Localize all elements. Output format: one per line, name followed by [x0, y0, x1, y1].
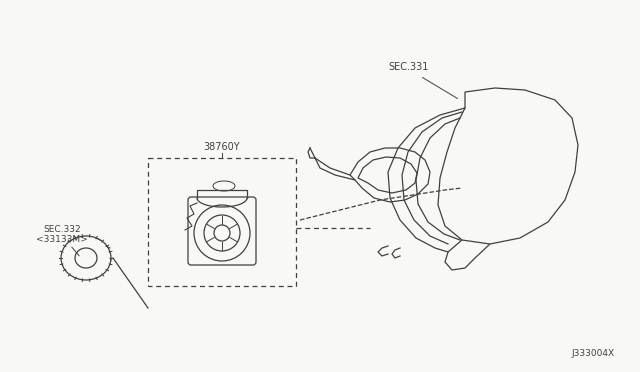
Text: SEC.332
<33133M>: SEC.332 <33133M> [36, 225, 88, 244]
Text: 38760Y: 38760Y [204, 142, 240, 152]
Bar [148, 158, 296, 286]
Text: SEC.331: SEC.331 [388, 62, 428, 72]
Text: J333004X: J333004X [572, 349, 615, 358]
